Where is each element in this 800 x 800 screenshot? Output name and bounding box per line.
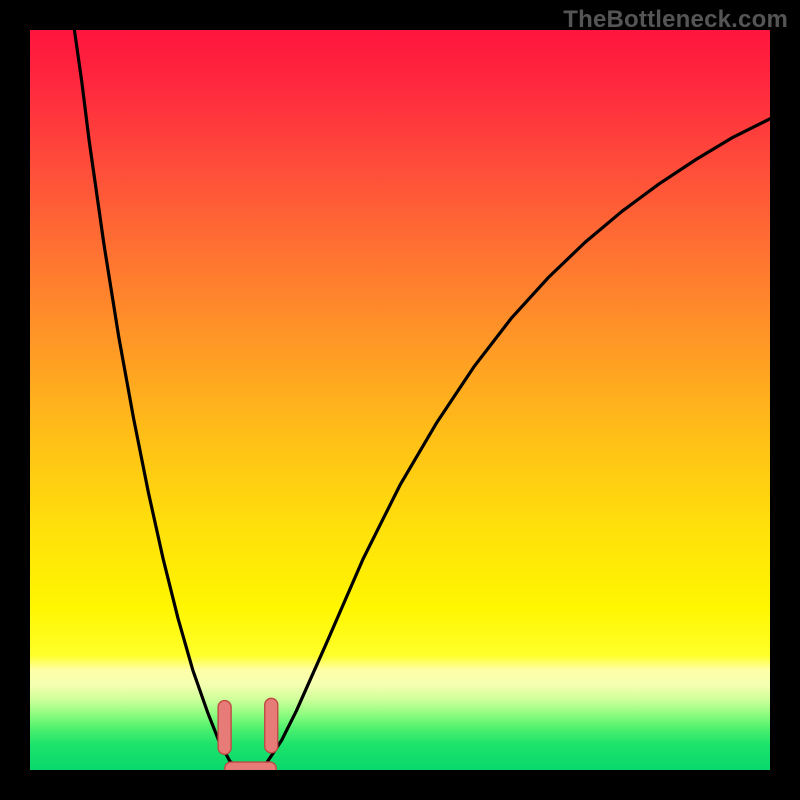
marker-pill — [218, 701, 231, 755]
marker-pill — [225, 762, 276, 770]
marker-pill — [265, 698, 278, 752]
watermark-text: TheBottleneck.com — [563, 6, 788, 34]
gradient-background — [30, 30, 770, 770]
plot-svg — [30, 30, 770, 770]
plot-area — [30, 30, 770, 770]
